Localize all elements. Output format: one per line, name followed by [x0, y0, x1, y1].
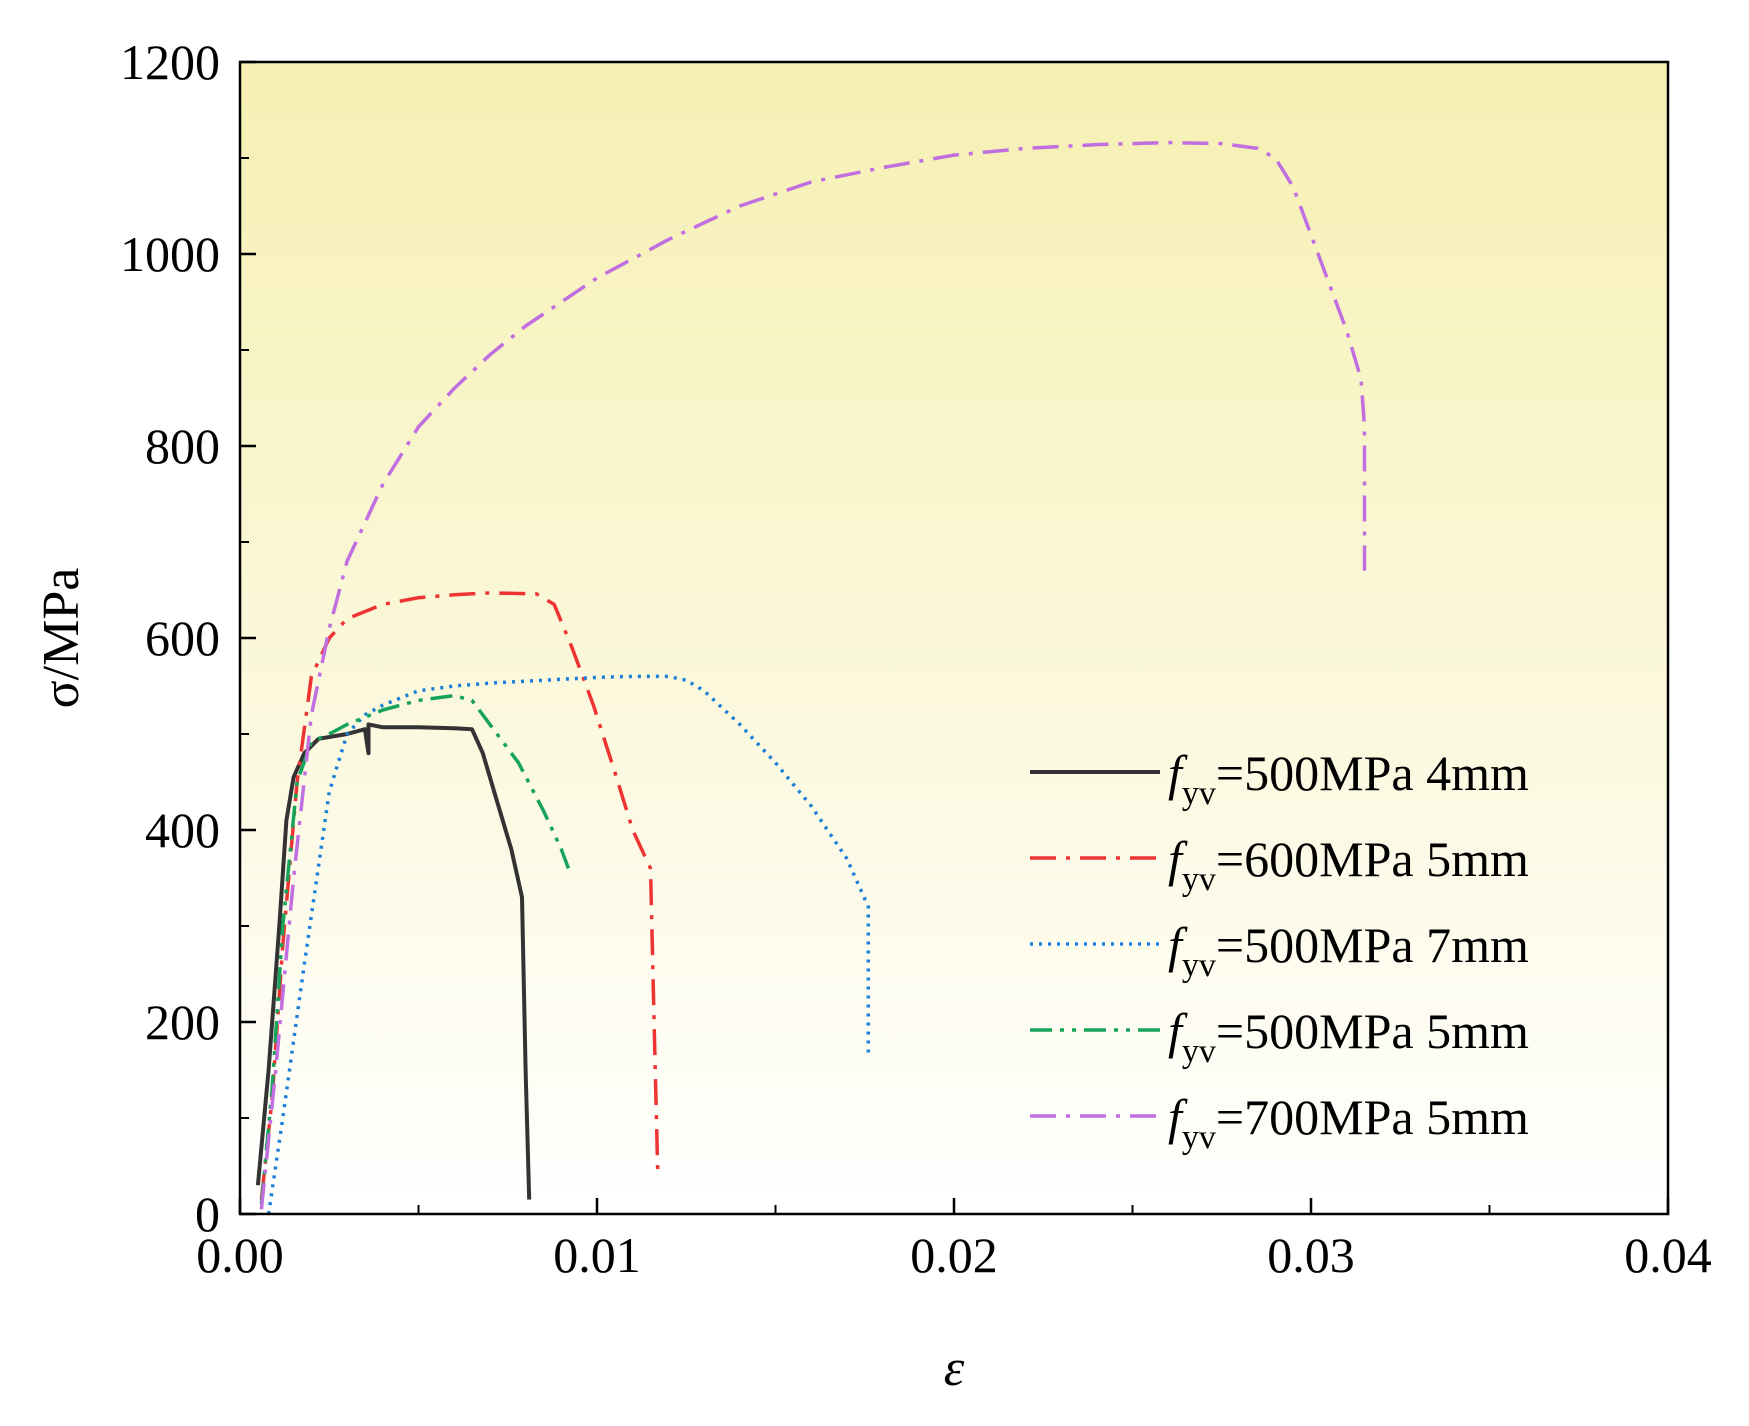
x-tick-label: 0.00 [196, 1227, 284, 1283]
series-line-1 [255, 722, 532, 1200]
y-tick-label: 1200 [120, 34, 220, 90]
x-tick-label: 0.02 [910, 1227, 998, 1283]
x-tick-label: 0.01 [553, 1227, 641, 1283]
series-line-5 [259, 140, 1367, 1210]
y-tick-label: 200 [145, 994, 220, 1050]
y-tick-label: 400 [145, 802, 220, 858]
series-line-2 [259, 591, 660, 1200]
x-tick-label: 0.04 [1624, 1227, 1712, 1283]
plot-background [240, 62, 1668, 1214]
axis-ticks [238, 60, 1670, 1216]
y-tick-label: 600 [145, 610, 220, 666]
y-tick-label: 800 [145, 418, 220, 474]
axis-tick-labels: 0.00 0.01 0.02 0.03 0.04 0 200 400 600 800 1000 120… [120, 34, 1712, 1283]
legend-label-1: fyv=500MPa 4mm [1168, 745, 1529, 812]
legend-label-2: fyv=600MPa 5mm [1168, 831, 1529, 898]
y-tick-label: 0 [195, 1186, 220, 1242]
x-tick-label: 0.03 [1267, 1227, 1355, 1283]
series-layer [255, 140, 1367, 1214]
x-axis-title: ε [944, 1340, 965, 1397]
y-axis-title: σ/MPa [33, 568, 90, 709]
legend-label-5: fyv=700MPa 5mm [1168, 1089, 1529, 1156]
y-tick-label: 1000 [120, 226, 220, 282]
legend-label-4: fyv=500MPa 5mm [1168, 1003, 1529, 1070]
